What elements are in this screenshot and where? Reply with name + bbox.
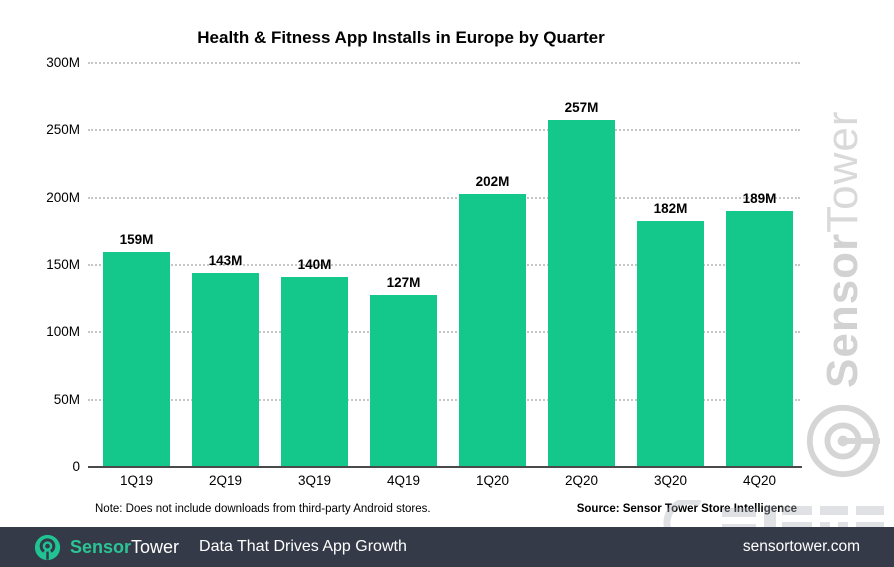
bar-2Q20	[548, 119, 615, 466]
bar-4Q20	[726, 211, 793, 466]
sensortower-logo-icon	[806, 404, 881, 478]
footnote: Note: Does not include downloads from th…	[95, 503, 431, 515]
bar-1Q19	[103, 251, 170, 466]
gridline	[88, 129, 800, 132]
x-axis-label: 3Q20	[653, 473, 688, 488]
x-axis-label: 2Q20	[564, 473, 599, 488]
x-axis-label: 4Q19	[386, 473, 421, 488]
gridline	[88, 196, 800, 199]
bar-1Q20	[459, 193, 526, 466]
x-axis-label: 4Q20	[742, 473, 777, 488]
plot-area: 300M 250M 200M 150M 100M 50M 0 159M 1Q19 143M 2Q19…	[46, 55, 802, 488]
gridline	[88, 62, 800, 64]
footer-brand: SensorTower	[70, 537, 179, 558]
footer-website: sensortower.com	[742, 538, 860, 555]
y-axis-tick: 100M	[46, 324, 80, 340]
bar-2Q19	[192, 273, 259, 466]
bar-value-label: 202M	[475, 173, 510, 189]
y-axis-tick: 300M	[46, 55, 80, 70]
footer-brand-bold: Sensor	[70, 536, 132, 557]
y-axis-tick: 250M	[46, 122, 80, 138]
sensortower-watermark: SensorTower	[803, 70, 883, 480]
bar-value-label: 159M	[119, 231, 154, 247]
gridline	[88, 264, 800, 266]
bar-3Q19	[281, 277, 348, 466]
bar-4Q19	[370, 294, 437, 466]
x-axis-label: 1Q20	[475, 473, 510, 488]
watermark-brand-text: SensorTower	[818, 110, 867, 388]
bar-value-label: 182M	[653, 200, 688, 216]
watermark-brand-regular: Tower	[818, 110, 867, 233]
y-axis-tick: 0	[72, 459, 80, 474]
bar-value-label: 143M	[208, 253, 243, 269]
x-axis-line	[88, 466, 802, 468]
watermark-brand-bold: Sensor	[818, 232, 867, 388]
bar-value-label: 127M	[386, 274, 421, 290]
footer-brand-regular: Tower	[131, 536, 180, 557]
footer-bar: SensorTower Data That Drives App Growth …	[0, 527, 894, 567]
source-credit: Source: Sensor Tower Store Intelligence	[576, 503, 797, 515]
bar-value-label: 140M	[297, 257, 332, 273]
x-axis-label: 2Q19	[208, 473, 243, 488]
y-axis-tick: 200M	[46, 189, 80, 205]
y-axis-tick: 50M	[53, 391, 80, 407]
gridline	[88, 398, 800, 401]
bar-value-label: 257M	[564, 99, 599, 115]
sensortower-logo	[34, 534, 61, 560]
x-axis-label: 1Q19	[119, 473, 154, 488]
gridline	[88, 331, 800, 334]
chart-title: Health & Fitness App Installs in Europe …	[197, 28, 605, 47]
y-axis-tick: 150M	[46, 257, 80, 272]
bar-3Q20	[637, 220, 704, 466]
bar-value-label: 189M	[742, 191, 777, 207]
x-axis-label: 3Q19	[297, 473, 332, 488]
footer-tagline: Data That Drives App Growth	[199, 538, 407, 555]
